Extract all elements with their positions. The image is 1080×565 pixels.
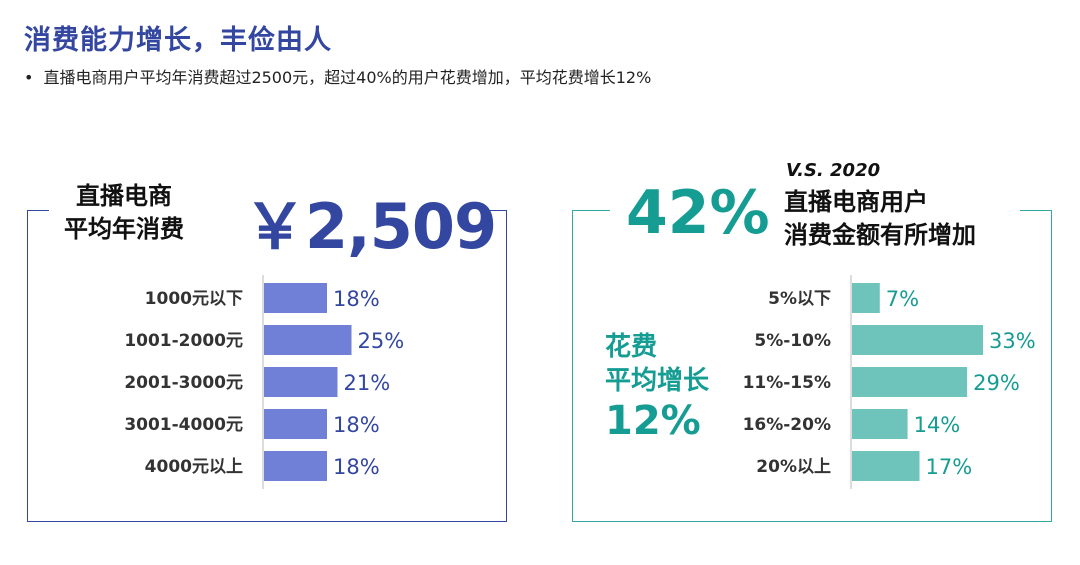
right-panel-top-line-end bbox=[1020, 210, 1052, 211]
increase-percent: 42% bbox=[626, 178, 770, 248]
left-panel-label: 直播电商 平均年消费 bbox=[64, 180, 184, 246]
category-label: 5%以下 bbox=[768, 289, 831, 309]
category-label: 20%以上 bbox=[756, 457, 831, 477]
bar bbox=[852, 367, 968, 397]
category-label: 11%-15% bbox=[743, 373, 831, 393]
left-label-line2: 平均年消费 bbox=[64, 215, 184, 243]
average-spend-amount: ￥2,509 bbox=[244, 190, 497, 263]
category-label: 4000元以上 bbox=[145, 457, 243, 477]
left-panel-top-line bbox=[27, 210, 49, 211]
category-label: 1000元以下 bbox=[145, 289, 243, 309]
value-label: 17% bbox=[925, 455, 972, 479]
bar bbox=[852, 409, 908, 439]
right-label-line1: 直播电商用户 bbox=[784, 188, 928, 216]
category-label: 16%-20% bbox=[743, 415, 831, 435]
summary-bullet: • 直播电商用户平均年消费超过2500元，超过40%的用户花费增加，平均花费增长1… bbox=[24, 64, 651, 88]
right-panel-frame bbox=[572, 210, 1052, 522]
value-label: 18% bbox=[333, 287, 380, 311]
avg-growth-line1: 花费 bbox=[605, 332, 658, 362]
bar bbox=[264, 283, 327, 313]
value-label: 14% bbox=[914, 413, 961, 437]
value-label: 33% bbox=[989, 329, 1036, 353]
spend-distribution-chart: 1000元以下 18% 1001-2000元 25% 2001-3000元 21% 3001… bbox=[124, 275, 404, 489]
category-label: 3001-4000元 bbox=[124, 415, 243, 435]
summary-text: 直播电商用户平均年消费超过2500元，超过40%的用户花费增加，平均花费增长12… bbox=[43, 68, 652, 87]
category-label: 2001-3000元 bbox=[124, 373, 243, 393]
bar bbox=[852, 451, 920, 481]
avg-growth-line2: 平均增长 bbox=[605, 366, 710, 396]
bullet-dot-icon: • bbox=[24, 68, 34, 87]
comparison-label: V.S. 2020 bbox=[786, 160, 881, 181]
avg-growth-value: 12% bbox=[605, 398, 701, 444]
value-label: 7% bbox=[886, 287, 919, 311]
bar bbox=[264, 325, 352, 355]
spend-increase-chart: 5%以下 7% 5%-10% 33% 11%-15% 29% 16%-20% 14% 20%以上… bbox=[743, 275, 1036, 489]
right-panel-top-line bbox=[572, 210, 610, 211]
category-label: 5%-10% bbox=[754, 331, 831, 351]
left-panel-top-line-end bbox=[487, 210, 507, 211]
value-label: 25% bbox=[358, 329, 405, 353]
bar bbox=[852, 283, 880, 313]
left-panel-frame bbox=[27, 210, 507, 522]
right-label-line2: 消费金额有所增加 bbox=[784, 221, 976, 249]
category-label: 1001-2000元 bbox=[124, 331, 243, 351]
bar bbox=[264, 451, 327, 481]
avg-growth-label: 花费 平均增长 12% bbox=[605, 330, 710, 444]
bar bbox=[852, 325, 984, 355]
bar bbox=[264, 409, 327, 439]
value-label: 18% bbox=[333, 455, 380, 479]
value-label: 21% bbox=[344, 371, 391, 395]
page-title: 消费能力增长，丰俭由人 bbox=[24, 25, 332, 56]
left-label-line1: 直播电商 bbox=[76, 182, 172, 210]
value-label: 29% bbox=[973, 371, 1020, 395]
value-label: 18% bbox=[333, 413, 380, 437]
bar bbox=[264, 367, 338, 397]
right-panel-label: 直播电商用户 消费金额有所增加 bbox=[784, 186, 976, 252]
